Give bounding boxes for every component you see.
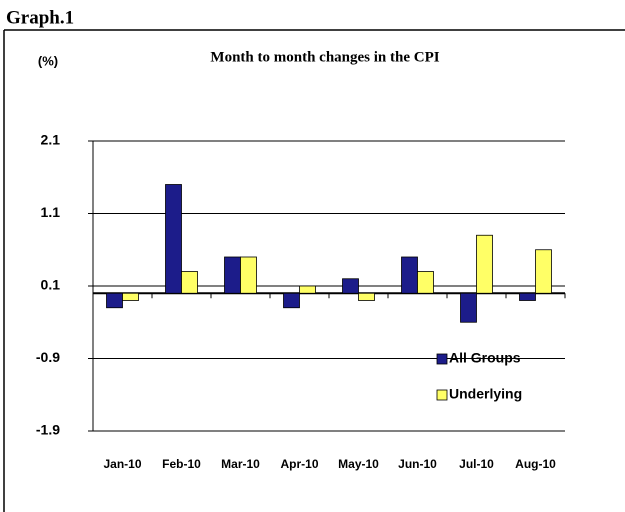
bar — [342, 278, 359, 294]
x-tick-label: Jul-10 — [459, 457, 494, 471]
y-tick-label: -1.9 — [36, 422, 60, 438]
bar — [519, 292, 536, 301]
y-axis-label: (%) — [38, 53, 58, 68]
x-tick-label: May-10 — [338, 457, 379, 471]
bar — [165, 184, 182, 294]
bar — [535, 249, 552, 294]
y-tick-label: -0.9 — [36, 349, 60, 365]
bar — [476, 234, 493, 294]
y-tick-label: 2.1 — [41, 132, 61, 148]
bar — [283, 292, 300, 309]
bar — [460, 292, 477, 323]
x-tick-label: Mar-10 — [221, 457, 260, 471]
bar — [401, 256, 418, 294]
legend-label: Underlying — [449, 386, 522, 402]
bar — [122, 292, 139, 301]
legend-label: All Groups — [449, 350, 521, 366]
legend-swatch — [436, 353, 448, 365]
bar — [224, 256, 241, 294]
x-tick-label: Feb-10 — [162, 457, 201, 471]
bar — [417, 271, 434, 294]
bar — [181, 271, 198, 294]
x-tick-label: Jan-10 — [103, 457, 141, 471]
x-tick-label: Aug-10 — [515, 457, 556, 471]
legend-swatch — [436, 389, 448, 401]
y-tick-label: 1.1 — [41, 204, 61, 220]
graph-label: Graph.1 — [6, 7, 74, 28]
x-tick-label: Apr-10 — [280, 457, 318, 471]
bar — [358, 292, 375, 301]
x-tick-label: Jun-10 — [398, 457, 437, 471]
bar — [240, 256, 257, 294]
chart-title: Month to month changes in the CPI — [210, 49, 439, 65]
bar — [106, 292, 123, 309]
y-tick-label: 0.1 — [41, 277, 61, 293]
bar — [299, 285, 316, 294]
